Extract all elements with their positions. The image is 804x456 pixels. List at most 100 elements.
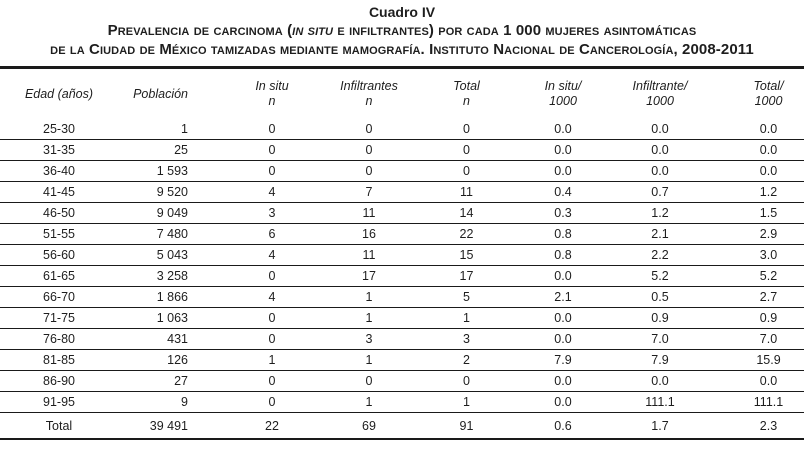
column-header-sublabel: n	[365, 94, 373, 108]
table-cell: 0.0	[515, 328, 611, 350]
table-cell: 0	[224, 139, 320, 161]
table-cell: 25	[118, 139, 224, 161]
column-header-label: Total/	[753, 79, 784, 93]
table-cell: 2.1	[515, 286, 611, 308]
table-header-row: Edad (años) Población In situ n Infiltrantes…	[0, 68, 804, 120]
table-cell: 0.8	[515, 223, 611, 245]
table-cell: 56-60	[0, 244, 118, 266]
table-cell: 5.2	[709, 265, 804, 287]
table-cell: 1 593	[118, 160, 224, 182]
table-cell: 0	[418, 370, 515, 392]
column-header: Infiltrante/1000	[611, 68, 709, 120]
table-cell: 36-40	[0, 160, 118, 182]
table-cell: 3	[418, 328, 515, 350]
table-cell: 2.1	[611, 223, 709, 245]
table-cell: 1	[418, 391, 515, 413]
caption-segment: in situ	[292, 22, 334, 39]
table-cell: 51-55	[0, 223, 118, 245]
table-cell: 2.9	[709, 223, 804, 245]
column-header-sublabel: 1000	[754, 94, 783, 108]
table-cell: 15	[418, 244, 515, 266]
table-cell: 91-95	[0, 391, 118, 413]
column-header-label: In situ/	[544, 79, 582, 93]
total-row-cell: 2.3	[709, 412, 804, 440]
table-cell: 0.0	[515, 160, 611, 182]
table-cell: 0	[224, 307, 320, 329]
caption-segment: Prevalencia de carcinoma (	[107, 22, 293, 39]
total-row-label: Total	[0, 412, 118, 440]
table-row: 25-30 1 0 0 0 0.0 0.0 0.0	[0, 119, 804, 140]
table-cell: 1	[320, 286, 418, 308]
table-row: 76-80 431 0 3 3 0.0 7.0 7.0	[0, 328, 804, 350]
column-header-sublabel: n	[268, 94, 276, 108]
table-cell: 22	[418, 223, 515, 245]
table-cell: 2.2	[611, 244, 709, 266]
table-row: 46-50 9 049 3 11 14 0.3 1.2 1.5	[0, 202, 804, 224]
table-cell: 1	[224, 349, 320, 371]
column-header: In situ/1000	[515, 68, 611, 120]
table-cell: 9 049	[118, 202, 224, 224]
table-cell: 7.9	[611, 349, 709, 371]
table-cell: 61-65	[0, 265, 118, 287]
table-cell: 4	[224, 286, 320, 308]
table-cell: 1	[418, 307, 515, 329]
table-cell: 0	[418, 160, 515, 182]
column-header: Edad (años)	[0, 68, 118, 120]
column-header-label: In situ	[255, 79, 289, 93]
table-cell: 0.7	[611, 181, 709, 203]
table-cell: 0	[224, 370, 320, 392]
table-cell: 1	[320, 307, 418, 329]
table-cell: 0.0	[611, 139, 709, 161]
column-header-label: Edad (años)	[24, 86, 94, 101]
table-cell: 86-90	[0, 370, 118, 392]
table-cell: 0.0	[709, 119, 804, 140]
total-row-cell: 91	[418, 412, 515, 440]
table-cell: 3	[320, 328, 418, 350]
column-header: In situ n	[224, 68, 320, 120]
table-cell: 7.0	[611, 328, 709, 350]
table-cell: 2.7	[709, 286, 804, 308]
total-row-cell: 22	[224, 412, 320, 440]
column-header-sublabel: n	[463, 94, 470, 108]
table-row: 86-90 27 0 0 0 0.0 0.0 0.0	[0, 370, 804, 392]
table-row: 61-65 3 258 0 17 17 0.0 5.2 5.2	[0, 265, 804, 287]
table-cell: 5	[418, 286, 515, 308]
table-cell: 1 866	[118, 286, 224, 308]
table-cell: 3.0	[709, 244, 804, 266]
table-cell: 0.9	[611, 307, 709, 329]
table-cell: 1 063	[118, 307, 224, 329]
table-cell: 31-35	[0, 139, 118, 161]
table-row: 31-35 25 0 0 0 0.0 0.0 0.0	[0, 139, 804, 161]
table-row: 56-60 5 043 4 11 15 0.8 2.2 3.0	[0, 244, 804, 266]
table-cell: 3 258	[118, 265, 224, 287]
column-header-label: Infiltrante/	[632, 79, 688, 93]
column-header-sublabel: 1000	[646, 94, 674, 108]
table-cell: 71-75	[0, 307, 118, 329]
table-cell: 3	[224, 202, 320, 224]
table-cell: 11	[320, 244, 418, 266]
table-cell: 0.5	[611, 286, 709, 308]
table-row: 81-85 126 1 1 2 7.9 7.9 15.9	[0, 349, 804, 371]
table-cell: 0.0	[515, 307, 611, 329]
column-header-label: Población	[133, 86, 188, 101]
table-cell: 0	[418, 119, 515, 140]
table-cell: 0.0	[611, 370, 709, 392]
table-cell: 0	[320, 139, 418, 161]
table-row: 41-45 9 520 4 7 11 0.4 0.7 1.2	[0, 181, 804, 203]
table-caption-line2: Prevalencia de carcinoma (in situ e infi…	[0, 21, 804, 40]
table-cell: 0	[224, 265, 320, 287]
table-caption: Cuadro IV Prevalencia de carcinoma (in s…	[0, 0, 804, 59]
table-cell: 1.5	[709, 202, 804, 224]
table-cell: 0	[224, 160, 320, 182]
total-row-cell: 39 491	[118, 412, 224, 440]
table-cell: 0	[320, 370, 418, 392]
column-header: Total n	[418, 68, 515, 120]
table-row: 91-95 9 0 1 1 0.0 111.1 111.1	[0, 391, 804, 413]
table-cell: 81-85	[0, 349, 118, 371]
table-cell: 0.3	[515, 202, 611, 224]
table-cell: 66-70	[0, 286, 118, 308]
table-cell: 7	[320, 181, 418, 203]
table-cell: 0.0	[709, 160, 804, 182]
table-cell: 16	[320, 223, 418, 245]
table-cell: 0.0	[709, 370, 804, 392]
